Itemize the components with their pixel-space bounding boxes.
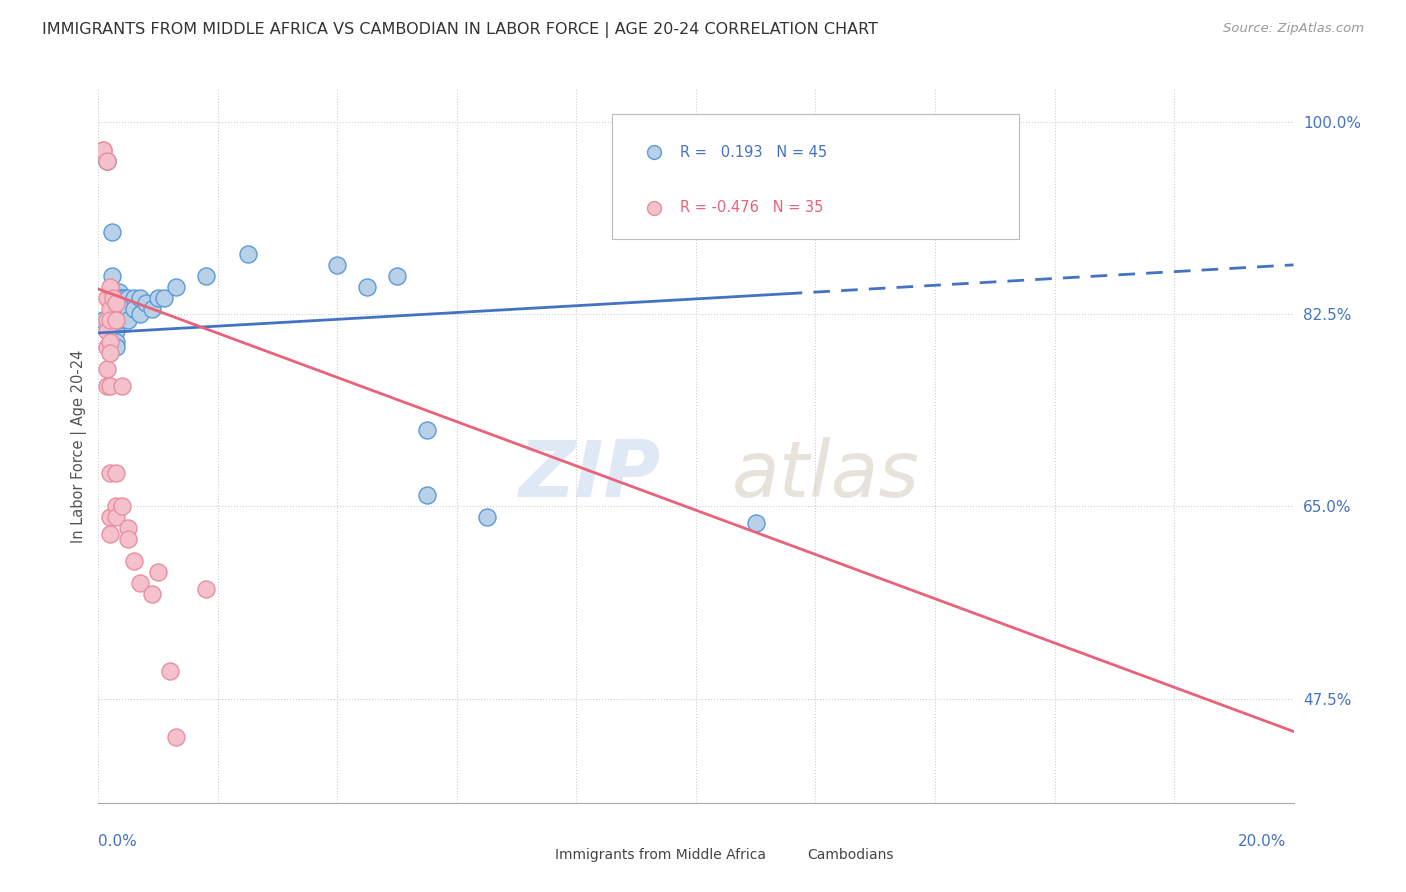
- Point: [100, 345, 122, 359]
- Point: [96, 153, 118, 168]
- Point: [356, 280, 378, 294]
- Point: [129, 291, 152, 305]
- Point: [141, 301, 163, 316]
- Point: [96, 324, 118, 338]
- Point: [124, 301, 146, 316]
- Point: [124, 554, 146, 568]
- Point: [91, 143, 114, 157]
- Point: [141, 587, 163, 601]
- Point: [105, 324, 128, 338]
- Point: [153, 291, 176, 305]
- Text: IMMIGRANTS FROM MIDDLE AFRICA VS CAMBODIAN IN LABOR FORCE | AGE 20-24 CORRELATIO: IMMIGRANTS FROM MIDDLE AFRICA VS CAMBODI…: [42, 22, 879, 38]
- Point: [96, 340, 118, 354]
- Point: [96, 362, 118, 376]
- Point: [148, 291, 170, 305]
- Point: [114, 291, 136, 305]
- Point: [105, 467, 128, 481]
- Point: [100, 510, 122, 524]
- Point: [108, 312, 131, 326]
- Point: [100, 312, 122, 326]
- Point: [117, 301, 139, 316]
- Point: [416, 423, 439, 437]
- Point: [124, 291, 146, 305]
- Point: [105, 510, 128, 524]
- Point: [96, 378, 118, 392]
- Point: [117, 533, 139, 547]
- Point: [96, 153, 118, 168]
- Point: [236, 247, 259, 261]
- Text: R =   0.193   N = 45: R = 0.193 N = 45: [681, 145, 828, 160]
- Point: [129, 307, 152, 321]
- FancyBboxPatch shape: [772, 848, 801, 870]
- Point: [117, 291, 139, 305]
- Point: [100, 268, 122, 283]
- Point: [475, 510, 498, 524]
- Point: [96, 153, 118, 168]
- Point: [105, 296, 128, 310]
- Point: [148, 566, 170, 580]
- Point: [105, 334, 128, 349]
- Text: ZIP: ZIP: [517, 436, 661, 513]
- Point: [111, 307, 134, 321]
- FancyBboxPatch shape: [522, 848, 550, 870]
- Point: [100, 526, 122, 541]
- Point: [100, 334, 122, 349]
- Point: [96, 291, 118, 305]
- Y-axis label: In Labor Force | Age 20-24: In Labor Force | Age 20-24: [72, 350, 87, 542]
- Point: [385, 268, 409, 283]
- Point: [165, 280, 187, 294]
- Point: [103, 291, 125, 305]
- Point: [100, 301, 122, 316]
- Point: [96, 312, 118, 326]
- Point: [105, 296, 128, 310]
- Point: [100, 378, 122, 392]
- Text: 0.0%: 0.0%: [98, 834, 138, 849]
- Point: [91, 312, 114, 326]
- Point: [100, 291, 122, 305]
- Point: [165, 730, 187, 744]
- Point: [110, 291, 132, 305]
- Text: Source: ZipAtlas.com: Source: ZipAtlas.com: [1223, 22, 1364, 36]
- Text: Immigrants from Middle Africa: Immigrants from Middle Africa: [555, 848, 766, 862]
- Point: [129, 576, 152, 591]
- Point: [117, 521, 139, 535]
- Point: [416, 488, 439, 502]
- Point: [103, 312, 125, 326]
- Point: [105, 312, 128, 326]
- Point: [105, 500, 128, 514]
- Point: [100, 225, 122, 239]
- Point: [108, 291, 131, 305]
- Point: [100, 280, 122, 294]
- Point: [103, 324, 125, 338]
- FancyBboxPatch shape: [613, 114, 1018, 239]
- Point: [100, 467, 122, 481]
- Point: [100, 301, 122, 316]
- Point: [111, 500, 134, 514]
- Point: [195, 582, 218, 596]
- Point: [105, 312, 128, 326]
- Point: [108, 301, 131, 316]
- Text: R = -0.476   N = 35: R = -0.476 N = 35: [681, 200, 824, 215]
- Point: [104, 291, 127, 305]
- Point: [135, 296, 157, 310]
- Point: [111, 301, 134, 316]
- Point: [105, 340, 128, 354]
- Point: [117, 312, 139, 326]
- Point: [108, 285, 131, 300]
- Point: [195, 268, 218, 283]
- Point: [745, 516, 768, 530]
- Point: [111, 291, 134, 305]
- Text: Cambodians: Cambodians: [807, 848, 894, 862]
- Point: [91, 143, 114, 157]
- Point: [159, 664, 181, 678]
- Point: [326, 258, 349, 272]
- Point: [111, 378, 134, 392]
- Text: atlas: atlas: [733, 436, 920, 513]
- Text: 20.0%: 20.0%: [1239, 834, 1286, 849]
